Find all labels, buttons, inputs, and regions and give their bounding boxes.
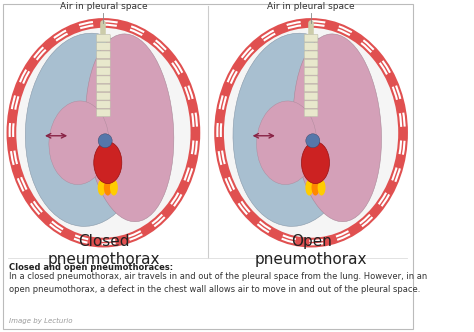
Ellipse shape: [25, 33, 150, 226]
Ellipse shape: [98, 180, 106, 196]
Ellipse shape: [98, 134, 112, 148]
Text: In a closed pneumothorax, air travels in and out of the pleural space from the l: In a closed pneumothorax, air travels in…: [9, 272, 427, 294]
Ellipse shape: [94, 142, 122, 184]
FancyBboxPatch shape: [304, 101, 318, 108]
FancyBboxPatch shape: [97, 84, 110, 92]
FancyBboxPatch shape: [304, 84, 318, 92]
Text: Air in pleural space: Air in pleural space: [60, 2, 147, 11]
FancyBboxPatch shape: [97, 43, 110, 50]
FancyBboxPatch shape: [97, 51, 110, 58]
FancyBboxPatch shape: [97, 101, 110, 108]
FancyBboxPatch shape: [304, 59, 318, 67]
Ellipse shape: [104, 180, 112, 196]
Ellipse shape: [85, 34, 174, 222]
FancyBboxPatch shape: [304, 76, 318, 83]
FancyBboxPatch shape: [97, 35, 110, 42]
Text: Image by Lecturio: Image by Lecturio: [9, 318, 72, 324]
Ellipse shape: [301, 142, 329, 184]
FancyBboxPatch shape: [304, 93, 318, 100]
Ellipse shape: [233, 33, 357, 226]
Ellipse shape: [11, 23, 195, 243]
Ellipse shape: [311, 180, 319, 196]
FancyBboxPatch shape: [97, 93, 110, 100]
FancyBboxPatch shape: [97, 68, 110, 75]
FancyBboxPatch shape: [97, 76, 110, 83]
Ellipse shape: [293, 34, 382, 222]
FancyBboxPatch shape: [304, 35, 318, 42]
FancyBboxPatch shape: [97, 109, 110, 117]
FancyBboxPatch shape: [304, 51, 318, 58]
Ellipse shape: [305, 180, 313, 196]
Text: Closed
pneumothorax: Closed pneumothorax: [47, 234, 160, 267]
Ellipse shape: [306, 134, 320, 148]
Ellipse shape: [318, 180, 326, 196]
Ellipse shape: [219, 23, 403, 243]
Ellipse shape: [49, 101, 109, 185]
FancyBboxPatch shape: [304, 109, 318, 117]
FancyBboxPatch shape: [97, 59, 110, 67]
FancyBboxPatch shape: [304, 68, 318, 75]
Text: Closed and open pneumothoraces:: Closed and open pneumothoraces:: [9, 263, 173, 272]
FancyBboxPatch shape: [304, 43, 318, 50]
Text: Air in pleural space: Air in pleural space: [267, 2, 355, 11]
Ellipse shape: [256, 101, 317, 185]
Ellipse shape: [110, 180, 118, 196]
Text: Open
pneumothorax: Open pneumothorax: [255, 234, 367, 267]
